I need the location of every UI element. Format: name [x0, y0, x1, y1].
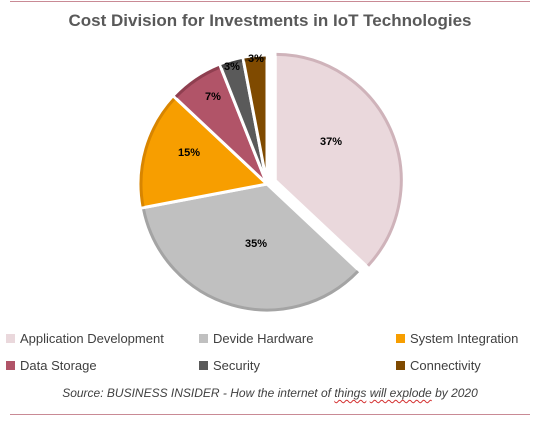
source-words-will-explode: will explode — [369, 386, 432, 400]
legend-swatch-security — [199, 360, 208, 370]
legend-item-devide-hardware: Devide Hardware — [199, 329, 313, 347]
legend-item-security: Security — [199, 356, 260, 374]
pie-slice-connectivity — [241, 54, 269, 186]
data-label-system-integration: 15% — [178, 147, 200, 159]
data-label-application-development: 37% — [320, 136, 342, 148]
data-label-data-storage: 7% — [205, 91, 221, 103]
legend-label-data-storage: Data Storage — [20, 357, 97, 373]
legend-swatch-system-integration — [396, 333, 405, 343]
source-year: by 2020 — [431, 386, 478, 400]
legend-label-system-integration: System Integration — [410, 330, 519, 346]
legend-swatch-devide-hardware — [199, 333, 208, 343]
pie-slice-rim-system-integration — [139, 97, 176, 207]
source-text: Source: BUSINESS INSIDER - How the inter… — [62, 386, 335, 400]
legend-swatch-data-storage — [6, 360, 15, 370]
source-word-things: things — [334, 386, 367, 400]
legend-swatch-application-development — [6, 333, 15, 343]
legend-item-system-integration: System Integration — [396, 329, 518, 347]
pie-slice-application-development — [273, 50, 405, 270]
pie-slice-rim-connectivity — [244, 56, 266, 62]
pie-slice-rim-application-development — [276, 52, 403, 267]
source-note: Source: BUSINESS INSIDER - How the inter… — [0, 386, 540, 400]
legend-label-connectivity: Connectivity — [410, 357, 481, 373]
pie-slice-system-integration — [137, 94, 269, 210]
legend-item-connectivity: Connectivity — [396, 356, 481, 374]
bottom-divider-line — [10, 414, 530, 415]
legend-label-application-development: Application Development — [20, 330, 164, 346]
top-divider-line — [10, 1, 530, 2]
legend-item-application-development: Application Development — [6, 329, 164, 347]
pie-slice-rim-devide-hardware — [142, 208, 360, 312]
data-label-security: 3% — [224, 61, 240, 73]
legend-label-security: Security — [213, 357, 260, 373]
pie-slice-devide-hardware — [139, 182, 362, 314]
chart-title: Cost Division for Investments in IoT Tec… — [68, 11, 472, 30]
data-label-connectivity: 3% — [248, 53, 264, 65]
legend-swatch-connectivity — [396, 360, 405, 370]
legend-label-devide-hardware: Devide Hardware — [213, 330, 314, 346]
legend-item-data-storage: Data Storage — [6, 356, 97, 374]
pie-slice-rim-data-storage — [174, 65, 221, 98]
data-label-devide-hardware: 35% — [245, 238, 267, 250]
